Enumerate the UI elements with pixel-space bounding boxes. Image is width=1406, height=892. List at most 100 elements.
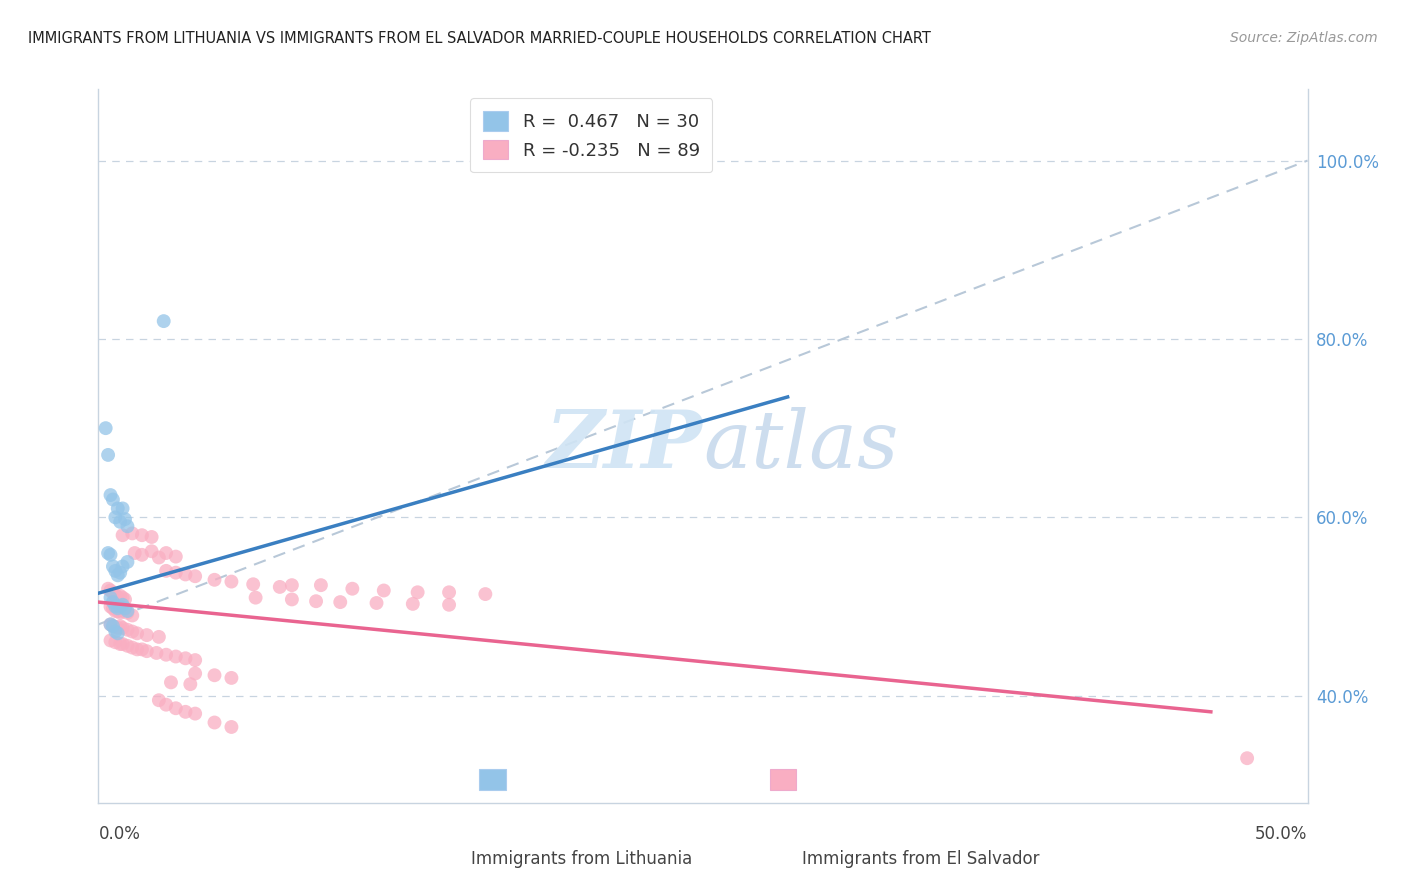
Point — [108, 637, 131, 651]
Point — [104, 620, 127, 634]
Point — [101, 601, 124, 615]
Text: ZIP: ZIP — [546, 408, 703, 484]
FancyBboxPatch shape — [769, 769, 796, 790]
Point — [107, 601, 129, 615]
Text: atlas: atlas — [703, 408, 898, 484]
Point — [204, 668, 226, 682]
Point — [174, 567, 197, 582]
Point — [111, 528, 134, 542]
Point — [131, 528, 153, 542]
Point — [204, 573, 226, 587]
Point — [245, 591, 267, 605]
Point — [179, 677, 201, 691]
Point — [155, 546, 177, 560]
Point — [1236, 751, 1258, 765]
Point — [111, 637, 134, 651]
Point — [131, 642, 153, 657]
Point — [117, 519, 139, 533]
Point — [107, 501, 129, 516]
Point — [104, 604, 127, 618]
Point — [121, 526, 143, 541]
Point — [437, 585, 460, 599]
Point — [100, 548, 122, 562]
Point — [135, 644, 157, 658]
Point — [121, 608, 143, 623]
Text: Immigrants from Lithuania: Immigrants from Lithuania — [471, 850, 693, 869]
Point — [184, 706, 207, 721]
Point — [155, 698, 177, 712]
Point — [135, 628, 157, 642]
Point — [101, 619, 124, 633]
Point — [101, 595, 124, 609]
Point — [111, 591, 134, 605]
Point — [221, 574, 243, 589]
Point — [155, 648, 177, 662]
Point — [114, 592, 136, 607]
Point — [101, 586, 124, 600]
Point — [100, 633, 122, 648]
Point — [242, 577, 264, 591]
Point — [108, 589, 131, 603]
Point — [107, 621, 129, 635]
Point — [184, 569, 207, 583]
Point — [100, 617, 122, 632]
Point — [108, 566, 131, 580]
Point — [402, 597, 425, 611]
Text: Immigrants from El Salvador: Immigrants from El Salvador — [801, 850, 1039, 869]
FancyBboxPatch shape — [479, 769, 506, 790]
Point — [148, 550, 170, 565]
Point — [437, 598, 460, 612]
Point — [100, 617, 122, 632]
Point — [141, 544, 163, 558]
Point — [269, 580, 291, 594]
Point — [148, 630, 170, 644]
Point — [108, 606, 131, 620]
Point — [100, 488, 122, 502]
Point — [117, 623, 139, 637]
Point — [366, 596, 388, 610]
Point — [117, 606, 139, 620]
Point — [107, 626, 129, 640]
Point — [94, 421, 117, 435]
Point — [114, 512, 136, 526]
Point — [145, 646, 167, 660]
Point — [474, 587, 496, 601]
Point — [141, 530, 163, 544]
Text: Source: ZipAtlas.com: Source: ZipAtlas.com — [1230, 31, 1378, 45]
Point — [221, 720, 243, 734]
Point — [165, 701, 187, 715]
Point — [184, 666, 207, 681]
Point — [111, 559, 134, 574]
Point — [127, 642, 149, 657]
Point — [117, 639, 139, 653]
Point — [111, 621, 134, 635]
Point — [309, 578, 332, 592]
Point — [104, 588, 127, 602]
Point — [100, 591, 122, 605]
Point — [104, 624, 127, 639]
Point — [406, 585, 429, 599]
Point — [100, 599, 122, 614]
Point — [221, 671, 243, 685]
Point — [117, 555, 139, 569]
Point — [329, 595, 352, 609]
Point — [104, 510, 127, 524]
Point — [107, 568, 129, 582]
Point — [165, 566, 187, 580]
Point — [107, 604, 129, 618]
Point — [148, 693, 170, 707]
Point — [174, 651, 197, 665]
Point — [305, 594, 328, 608]
Point — [114, 601, 136, 615]
Point — [174, 705, 197, 719]
Point — [131, 548, 153, 562]
Point — [111, 604, 134, 618]
Point — [281, 592, 304, 607]
Point — [373, 583, 395, 598]
Text: 50.0%: 50.0% — [1256, 825, 1308, 843]
Point — [160, 675, 183, 690]
Point — [108, 599, 131, 614]
Point — [107, 591, 129, 605]
Point — [100, 583, 122, 598]
Point — [104, 564, 127, 578]
